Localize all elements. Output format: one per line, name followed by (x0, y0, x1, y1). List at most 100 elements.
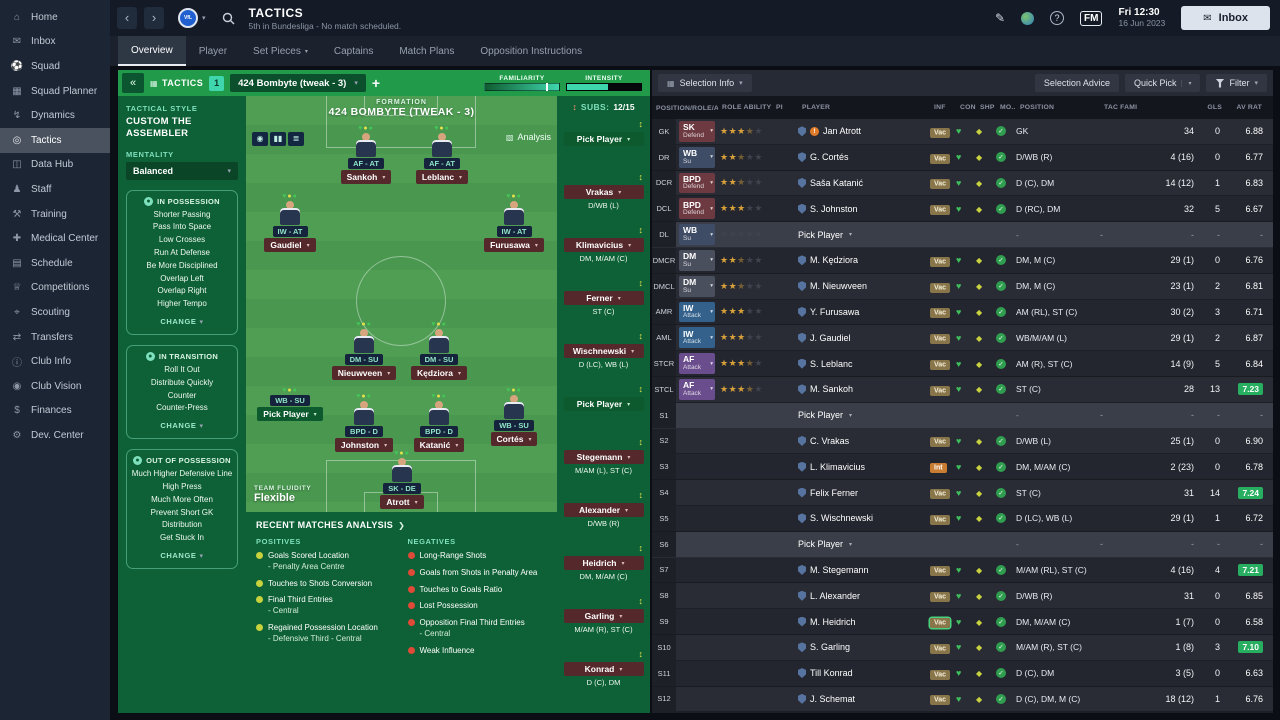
sidebar-item-squad-planner[interactable]: ▦ Squad Planner (0, 79, 110, 104)
sub-name-chip[interactable]: Vrakas ▾ (563, 185, 644, 199)
table-row[interactable]: AMR IW Attack ▾ ★★★★★ Y. Furusawa Vac ♥ ◆ ✓ AM (RL… (652, 299, 1273, 326)
quick-pick-button[interactable]: Quick Pick ▾ (1124, 74, 1201, 92)
player-cell[interactable]: Y. Furusawa (798, 306, 930, 317)
role-dropdown[interactable]: WB Su ▾ (679, 224, 715, 245)
column-header[interactable]: POSITION/ROLE/A.. ▴ (656, 104, 718, 112)
sidebar-item-staff[interactable]: ♟ Staff (0, 177, 110, 202)
filter-button[interactable]: Filter ▾ (1206, 74, 1267, 92)
player-cell[interactable]: L. Alexander (798, 590, 930, 601)
sidebar-item-home[interactable]: ⌂ Home (0, 5, 110, 30)
player-cell[interactable]: J. Schemat (798, 693, 930, 704)
player-view-button[interactable]: ◉ (252, 132, 268, 146)
tab-overview[interactable]: Overview (118, 36, 186, 66)
pitch-player-kędziora[interactable]: ♥●● DM - SU Kędziora ▾ (399, 320, 479, 380)
player-cell[interactable]: L. Klimavicius (798, 461, 930, 472)
player-cell[interactable]: M. Stegemann (798, 564, 930, 575)
player-cell[interactable]: J. Gaudiel (798, 332, 930, 343)
kit-view-button[interactable]: ≣ (288, 132, 304, 146)
sidebar-item-competitions[interactable]: ♕ Competitions (0, 276, 110, 301)
table-row[interactable]: DMCL DM Su ▾ ★★★★★ M. Nieuwveen Vac ♥ ◆ ✓ DM, M (C… (652, 273, 1273, 300)
club-crest-icon[interactable]: VfL (178, 8, 198, 28)
table-row[interactable]: DMCR DM Su ▾ ★★★★★ M. Kędziora Vac ♥ ◆ ✓ DM, M (C)… (652, 247, 1273, 274)
pick-player-dropdown[interactable]: Pick Player ▾ (798, 230, 852, 240)
sub-name-chip[interactable]: Alexander ▾ (563, 503, 644, 517)
back-button[interactable]: ‹ (117, 7, 137, 29)
table-row[interactable]: STCR AF Attack ▾ ★★★★★ S. Leblanc Vac ♥ ◆ ✓ AM (R)… (652, 351, 1273, 377)
table-row[interactable]: GK SK Defend ▾ ★★★★★! Jan Atrott Vac ♥ ◆ ✓ GK 34 0 6.… (652, 119, 1273, 145)
sub-slot[interactable]: ↕ Vrakas ▾ D/WB (L) (557, 171, 650, 224)
sub-slot[interactable]: ↕ Konrad ▾ D (C), DM (557, 648, 650, 701)
column-header[interactable]: PI (776, 104, 783, 111)
player-role-badge[interactable]: WB - SU (270, 395, 310, 406)
sidebar-item-dev-center[interactable]: ⚙ Dev. Center (0, 423, 110, 448)
crest-caret-icon[interactable]: ▾ (202, 15, 206, 22)
player-name-chip[interactable]: Furusawa ▾ (484, 238, 544, 252)
role-dropdown[interactable]: IW Attack ▾ (679, 327, 715, 349)
player-cell[interactable]: Saša Katanić (798, 177, 930, 188)
player-role-badge[interactable]: IW - AT (272, 226, 308, 237)
selection-advice-button[interactable]: Selection Advice (1034, 74, 1119, 92)
column-header[interactable]: CON (960, 104, 976, 111)
pitch-player-gaudiel[interactable]: ♥●● IW - AT Gaudiel ▾ (250, 192, 330, 252)
player-role-badge[interactable]: DM - SU (419, 354, 459, 365)
player-name-chip[interactable]: Atrott ▾ (380, 495, 424, 509)
table-row[interactable]: S9 M. Heidrich Vac ♥ ◆ ✓ DM, M/AM (C) 1 (7) 0 6.5… (652, 609, 1273, 635)
sub-slot[interactable]: ↕ Alexander ▾ D/WB (R) (557, 489, 650, 542)
player-role-badge[interactable]: BPD - D (345, 426, 383, 437)
pick-player-dropdown[interactable]: Pick Player ▾ (563, 132, 644, 146)
sidebar-item-dynamics[interactable]: ↯ Dynamics (0, 103, 110, 128)
table-row[interactable]: DL WB Su ▾ ★★★★★ Pick Player ▾ - - - - - (652, 222, 1273, 248)
analysis-title[interactable]: RECENT MATCHES ANALYSIS ❯ (256, 520, 547, 530)
tab-captains[interactable]: Captains (321, 36, 386, 66)
pitch-player-furusawa[interactable]: ♥●● IW - AT Furusawa ▾ (474, 192, 554, 252)
player-name-chip[interactable]: Leblanc ▾ (415, 170, 469, 184)
player-name-chip[interactable]: Nieuwveen ▾ (331, 366, 397, 380)
sub-slot[interactable]: ↕ Pick Player ▾ (557, 118, 650, 171)
sub-slot[interactable]: ↕ Klimavicius ▾ DM, M/AM (C) (557, 224, 650, 277)
player-cell[interactable]: Pick Player ▾ (798, 539, 930, 549)
pitch-player-pick-player[interactable]: ♥●● WB - SU Pick Player ▾ (250, 386, 330, 421)
role-dropdown[interactable]: BPD Defend ▾ (679, 172, 715, 194)
role-dropdown[interactable]: AF Attack ▾ (679, 378, 715, 400)
pitch-player-leblanc[interactable]: ♥●● AF - AT Leblanc ▾ (402, 124, 482, 184)
inbox-button[interactable]: ✉ Inbox (1181, 6, 1270, 30)
player-cell[interactable]: S. Johnston (798, 203, 930, 214)
pick-player-dropdown[interactable]: Pick Player ▾ (798, 539, 852, 549)
tab-opposition-instructions[interactable]: Opposition Instructions (467, 36, 595, 66)
table-row[interactable]: DCL BPD Defend ▾ ★★★★★ S. Johnston Vac ♥ ◆ ✓ D (RC… (652, 196, 1273, 223)
tactic-number-badge[interactable]: 1 (209, 75, 225, 91)
change-button[interactable]: CHANGE ▾ (160, 551, 203, 560)
table-row[interactable]: S2 C. Vrakas Vac ♥ ◆ ✓ D/WB (L) 25 (1) 0 6.90 (652, 428, 1273, 455)
player-name-chip[interactable]: Johnston ▾ (334, 438, 394, 452)
player-cell[interactable]: M. Kędziora (798, 255, 930, 266)
world-icon[interactable] (1021, 11, 1035, 25)
role-dropdown[interactable]: DM Su ▾ (679, 249, 715, 271)
sidebar-item-club-info[interactable]: ⓘ Club Info (0, 349, 110, 374)
player-role-badge[interactable]: DM - SU (344, 354, 384, 365)
role-dropdown[interactable]: SK Defend ▾ (679, 121, 715, 142)
sub-slot[interactable]: ↕ Pick Player ▾ (557, 383, 650, 436)
pitch-player-katanić[interactable]: ♥●● BPD - D Katanić ▾ (399, 392, 479, 452)
sub-name-chip[interactable]: Wischnewski ▾ (563, 344, 644, 358)
sidebar-item-data-hub[interactable]: ◫ Data Hub (0, 153, 110, 178)
table-row[interactable]: DCR BPD Defend ▾ ★★★★★ Saša Katanić Vac ♥ ◆ ✓ D (C… (652, 170, 1273, 197)
sidebar-item-medical-center[interactable]: ✚ Medical Center (0, 226, 110, 251)
sub-name-chip[interactable]: Heidrich ▾ (563, 556, 644, 570)
player-cell[interactable]: Till Konrad (798, 668, 930, 679)
player-cell[interactable]: M. Sankoh (798, 384, 930, 395)
player-cell[interactable]: M. Heidrich (798, 616, 930, 627)
sub-name-chip[interactable]: Ferner ▾ (563, 291, 644, 305)
role-dropdown[interactable]: WB Su ▾ (679, 146, 715, 168)
column-header[interactable]: TAC FAMI (1104, 104, 1138, 111)
stats-view-button[interactable]: ▮▮ (270, 132, 286, 146)
help-icon[interactable]: ? (1050, 11, 1065, 25)
column-header[interactable]: MO.. (1000, 104, 1016, 111)
sidebar-item-inbox[interactable]: ✉ Inbox (0, 30, 110, 55)
pick-player-dropdown[interactable]: Pick Player ▾ (798, 410, 852, 420)
player-cell[interactable]: S. Garling (798, 642, 930, 653)
tactics-tab[interactable]: ▦ TACTICS (150, 78, 203, 88)
table-row[interactable]: S8 L. Alexander Vac ♥ ◆ ✓ D/WB (R) 31 0 6.85 (652, 583, 1273, 610)
player-cell[interactable]: S. Wischnewski (798, 513, 930, 524)
sidebar-item-squad[interactable]: ⚽ Squad (0, 54, 110, 79)
player-name-chip[interactable]: Gaudiel ▾ (264, 238, 316, 252)
